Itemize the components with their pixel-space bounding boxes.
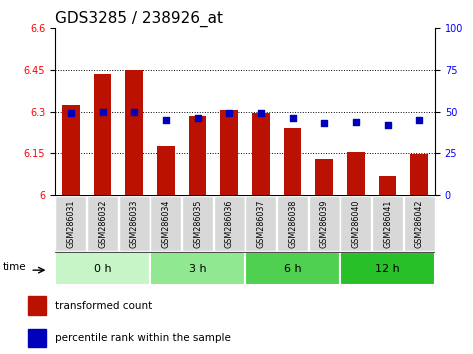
Bar <box>62 104 79 195</box>
Text: GSM286033: GSM286033 <box>130 200 139 248</box>
Text: GSM286037: GSM286037 <box>256 200 265 248</box>
Bar <box>347 152 365 195</box>
Point <box>352 119 359 124</box>
Point <box>162 117 170 123</box>
Bar <box>284 128 301 195</box>
Text: GSM286042: GSM286042 <box>415 200 424 248</box>
FancyBboxPatch shape <box>245 252 340 285</box>
Text: GSM286034: GSM286034 <box>161 200 170 248</box>
Text: GSM286040: GSM286040 <box>351 200 360 248</box>
Text: GSM286041: GSM286041 <box>383 200 392 248</box>
FancyBboxPatch shape <box>214 196 245 251</box>
Text: GSM286039: GSM286039 <box>320 200 329 248</box>
FancyBboxPatch shape <box>87 196 118 251</box>
Bar <box>94 74 111 195</box>
FancyBboxPatch shape <box>309 196 340 251</box>
Point <box>194 115 201 121</box>
Text: 12 h: 12 h <box>375 263 400 274</box>
Text: GSM286032: GSM286032 <box>98 200 107 248</box>
FancyBboxPatch shape <box>119 196 149 251</box>
Bar <box>379 176 396 195</box>
FancyBboxPatch shape <box>403 196 435 251</box>
Bar <box>125 70 143 195</box>
Point <box>289 115 296 121</box>
FancyBboxPatch shape <box>277 196 308 251</box>
Text: percentile rank within the sample: percentile rank within the sample <box>55 333 231 343</box>
Point <box>131 109 138 114</box>
FancyBboxPatch shape <box>340 252 435 285</box>
FancyBboxPatch shape <box>372 196 403 251</box>
Point <box>384 122 391 128</box>
FancyBboxPatch shape <box>182 196 213 251</box>
Bar <box>27 329 46 348</box>
Bar <box>189 116 206 195</box>
FancyBboxPatch shape <box>55 252 150 285</box>
Text: GSM286038: GSM286038 <box>288 200 297 248</box>
Text: GDS3285 / 238926_at: GDS3285 / 238926_at <box>55 11 223 27</box>
FancyBboxPatch shape <box>55 196 87 251</box>
Point <box>67 110 75 116</box>
Text: GSM286036: GSM286036 <box>225 200 234 248</box>
Text: 3 h: 3 h <box>189 263 206 274</box>
Text: GSM286035: GSM286035 <box>193 200 202 248</box>
Point <box>257 110 264 116</box>
Point <box>415 117 423 123</box>
Text: time: time <box>3 262 26 272</box>
Bar <box>411 154 428 195</box>
Bar <box>315 159 333 195</box>
FancyBboxPatch shape <box>340 196 371 251</box>
FancyBboxPatch shape <box>150 252 245 285</box>
Text: 0 h: 0 h <box>94 263 111 274</box>
Text: 6 h: 6 h <box>284 263 301 274</box>
FancyBboxPatch shape <box>245 196 276 251</box>
Bar <box>157 146 175 195</box>
Bar <box>252 113 270 195</box>
Bar <box>220 110 238 195</box>
Point <box>99 109 106 114</box>
FancyBboxPatch shape <box>150 196 181 251</box>
Text: transformed count: transformed count <box>55 301 152 310</box>
Point <box>320 120 328 126</box>
Text: GSM286031: GSM286031 <box>66 200 75 248</box>
Bar <box>27 296 46 315</box>
Point <box>225 110 233 116</box>
